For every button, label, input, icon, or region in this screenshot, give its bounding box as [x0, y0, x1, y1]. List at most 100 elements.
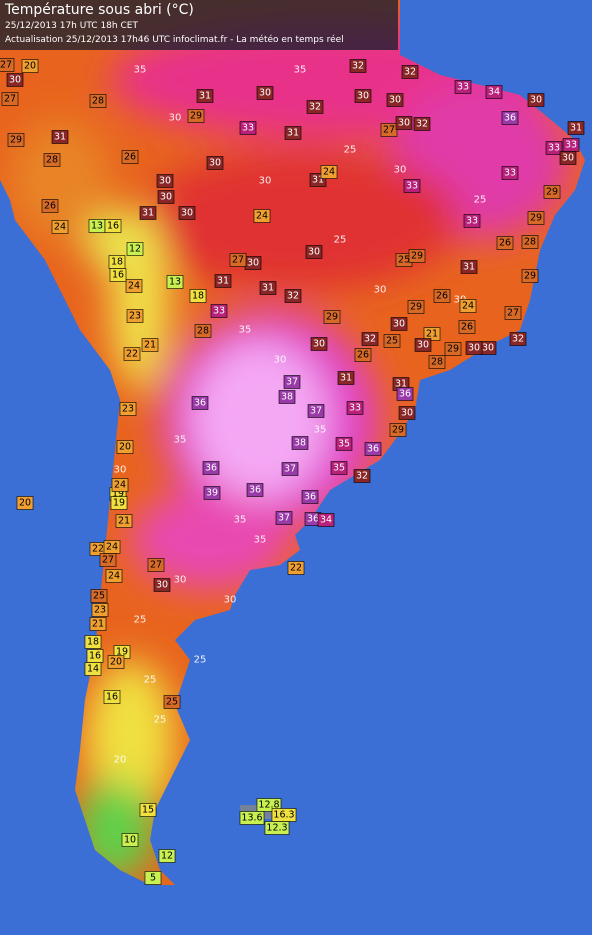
- station-value: 36: [304, 492, 316, 503]
- station: 12: [158, 849, 176, 863]
- station: 33: [545, 141, 563, 155]
- station: 16.3: [271, 808, 297, 822]
- station: 30: [395, 116, 413, 130]
- station-box: [317, 513, 335, 527]
- station-box: [239, 121, 257, 135]
- station: 30: [153, 578, 171, 592]
- station-value: 36: [205, 463, 217, 474]
- station-value: 30: [401, 408, 413, 419]
- station: 34: [485, 85, 503, 99]
- station: 26: [433, 289, 451, 303]
- contour-label: 30: [374, 285, 387, 296]
- station-box: [389, 423, 407, 437]
- contour-label: 30: [224, 595, 237, 606]
- station-box: [278, 390, 296, 404]
- station-box: [163, 695, 181, 709]
- station-box: [320, 165, 338, 179]
- station-value: 16: [107, 221, 119, 232]
- station: 33: [403, 179, 421, 193]
- station-box: [126, 242, 144, 256]
- station-value: 25: [398, 255, 410, 266]
- station-box: [337, 371, 355, 385]
- station-value: 37: [284, 464, 296, 475]
- station: 30: [305, 245, 323, 259]
- station-value: 32: [352, 61, 364, 72]
- contour-label: 25: [334, 235, 347, 246]
- station-value: 32: [287, 291, 299, 302]
- station-value: 29: [10, 135, 22, 146]
- update-note: Actualisation 25/12/2013 17h46 UTC infoc…: [5, 34, 344, 45]
- station: 27: [147, 558, 165, 572]
- station-box: [428, 355, 446, 369]
- station-value: 28: [431, 357, 443, 368]
- station: 21: [89, 617, 107, 631]
- station-value: 12: [129, 244, 141, 255]
- station: 30: [206, 156, 224, 170]
- station-box: [459, 299, 477, 313]
- station: 14: [84, 662, 102, 676]
- station-value: 24: [108, 571, 120, 582]
- contour-label: 35: [234, 515, 247, 526]
- station-box: [567, 121, 585, 135]
- station-value: 24: [114, 480, 126, 491]
- header-bar: [0, 0, 398, 50]
- station-box: [383, 334, 401, 348]
- station-box: [90, 589, 108, 603]
- station: 38: [278, 390, 296, 404]
- contour-label: 25: [194, 655, 207, 666]
- station-value: 28: [92, 96, 104, 107]
- station: 33: [239, 121, 257, 135]
- station-value: 16: [112, 270, 124, 281]
- station-value: 34: [320, 515, 332, 526]
- station: 24: [51, 220, 69, 234]
- station-value: 29: [530, 213, 542, 224]
- station: 30: [178, 206, 196, 220]
- station-box: [413, 117, 431, 131]
- station-box: [349, 59, 367, 73]
- station: 20: [116, 440, 134, 454]
- station-value: 24: [323, 167, 335, 178]
- station: 22: [287, 561, 305, 575]
- station: 27: [0, 58, 15, 72]
- station: 30: [310, 337, 328, 351]
- station-value: 24: [54, 222, 66, 233]
- station: 30: [398, 406, 416, 420]
- station-box: [380, 123, 398, 137]
- station-value: 29: [326, 312, 338, 323]
- station-box: [521, 235, 539, 249]
- station-box: [364, 442, 382, 456]
- station-box: [21, 59, 39, 73]
- station-value: 33: [349, 403, 361, 414]
- station-box: [123, 347, 141, 361]
- station-value: 20: [110, 657, 122, 668]
- station-box: [111, 478, 129, 492]
- station-box: [6, 73, 24, 87]
- station: 29: [408, 249, 426, 263]
- station-value: 30: [562, 153, 574, 164]
- station-value: 23: [94, 605, 106, 616]
- station-value: 33: [548, 143, 560, 154]
- station: 32: [349, 59, 367, 73]
- station: 36: [304, 512, 322, 526]
- station-value: 27: [102, 555, 114, 566]
- station: 32: [284, 289, 302, 303]
- station-box: [423, 327, 441, 341]
- title: Température sous abri (°C): [4, 2, 194, 18]
- station-value: 30: [357, 91, 369, 102]
- station-value: 23: [129, 311, 141, 322]
- station-value: 30: [209, 158, 221, 169]
- station-value: 21: [426, 329, 438, 340]
- station-value: 28: [524, 237, 536, 248]
- station-value: 29: [410, 302, 422, 313]
- station: 28: [521, 235, 539, 249]
- station: 16: [104, 219, 122, 233]
- station-value: 25: [386, 336, 398, 347]
- station-value: 26: [124, 152, 136, 163]
- station: 18: [84, 635, 102, 649]
- station: 31: [337, 371, 355, 385]
- station-value: 16: [106, 692, 118, 703]
- station-box: [543, 185, 561, 199]
- station-box: [306, 100, 324, 114]
- station-value: 26: [436, 291, 448, 302]
- station: 13.6: [239, 811, 265, 825]
